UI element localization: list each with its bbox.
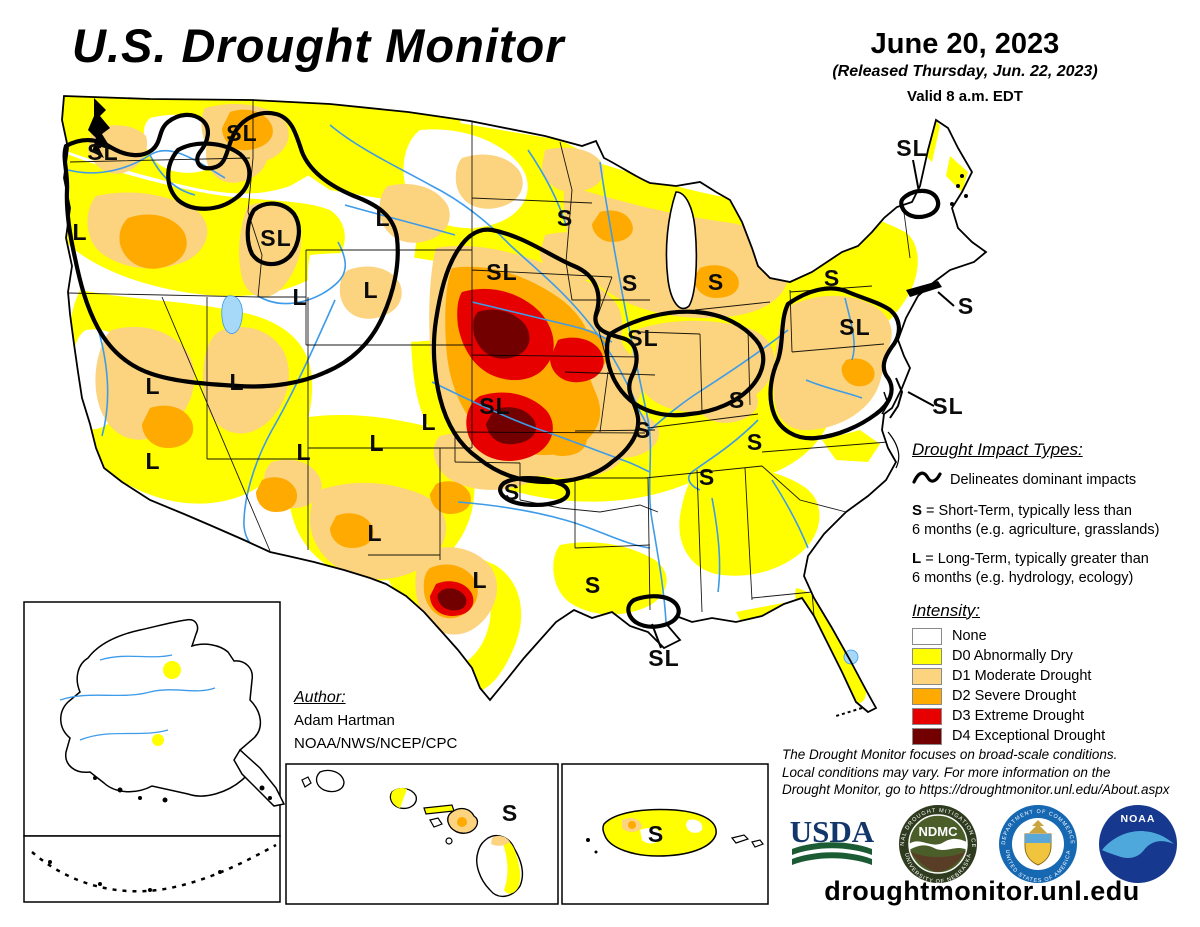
alaska-d0-spot	[152, 734, 164, 746]
ndmc-logo: NATIONAL DROUGHT MITIGATION CENTER UNIVE…	[899, 805, 977, 884]
impact-outlines	[62, 110, 941, 629]
impact-label: L	[369, 430, 384, 456]
impact-label: S	[622, 270, 638, 296]
hawaii-inset	[285, 763, 559, 905]
author-label: Author:	[294, 689, 346, 706]
impact-label: L	[229, 369, 244, 395]
impact-label: SL	[486, 259, 517, 285]
release-date: (Released Thursday, Jun. 22, 2023)	[832, 63, 1098, 80]
squiggle-icon	[912, 469, 942, 490]
impact-label: L	[472, 567, 487, 593]
impact-label: L	[145, 373, 160, 399]
date-block: June 20, 2023 (Released Thursday, Jun. 2…	[795, 28, 1135, 105]
svg-text:NDMC: NDMC	[919, 824, 959, 839]
swatch-d0	[912, 647, 942, 665]
legend-row-d4: D4 Exceptional Drought	[912, 727, 1194, 745]
impact-label: L	[292, 284, 307, 310]
disclaimer: The Drought Monitor focuses on broad-sca…	[782, 747, 1170, 798]
impact-label: SL	[479, 393, 510, 419]
impact-label: S	[824, 265, 840, 291]
page-title: U.S. Drought Monitor	[72, 19, 565, 72]
legend-row-none: None	[912, 627, 1194, 645]
short-term-definition: S = Short-Term, typically less than 6 mo…	[912, 502, 1160, 538]
logo-row: USDA NATIONAL DROUGHT MITIGATION CENTER …	[786, 804, 1178, 884]
impact-label: SL	[839, 314, 870, 340]
short-term-key: S	[912, 502, 923, 519]
alaska-d0-spot	[163, 661, 181, 679]
usda-logo: USDA	[790, 814, 875, 865]
impact-label: S	[635, 417, 651, 443]
author-block: Author: Adam Hartman NOAA/NWS/NCEP/CPC	[294, 686, 457, 755]
long-term-key: L	[912, 549, 922, 567]
impact-label: SL	[648, 645, 679, 671]
impact-label: L	[421, 409, 436, 435]
impact-label: S	[502, 800, 518, 826]
lake-michigan	[665, 191, 698, 310]
alaska-inset	[23, 601, 286, 837]
noaa-logo: NOAA	[1099, 805, 1177, 883]
impact-label: S	[648, 821, 664, 847]
eagle-icon	[1029, 820, 1047, 833]
impact-label: S	[504, 479, 520, 505]
long-term-definition: L = Long-Term, typically greater than 6 …	[912, 549, 1149, 586]
impact-label: S	[729, 387, 745, 413]
impact-label: SL	[226, 120, 257, 146]
swatch-d3	[912, 707, 942, 725]
impact-label: L	[375, 205, 390, 231]
impact-label: L	[363, 277, 378, 303]
impact-label: L	[296, 439, 311, 465]
impact-label: SL	[932, 393, 963, 419]
legend-panel: Drought Impact Types: Delineates dominan…	[912, 440, 1194, 748]
impact-label: L	[145, 448, 160, 474]
impact-label: SL	[896, 135, 927, 161]
impact-label: S	[585, 572, 601, 598]
legend-row-d2: D2 Severe Drought	[912, 687, 1194, 705]
swatch-d1	[912, 667, 942, 685]
swatch-none	[912, 627, 942, 645]
impact-types-title: Drought Impact Types:	[912, 440, 1083, 459]
swatch-d2	[912, 687, 942, 705]
swatch-d4	[912, 727, 942, 745]
impact-label: SL	[260, 225, 291, 251]
intensity-title: Intensity:	[912, 600, 981, 620]
great-salt-lake	[221, 295, 243, 334]
impact-label: SL	[627, 325, 658, 351]
delineates-row: Delineates dominant impacts	[912, 469, 1194, 490]
impact-label: L	[72, 219, 87, 245]
impact-label: L	[367, 520, 382, 546]
svg-text:NOAA: NOAA	[1121, 813, 1156, 825]
legend-row-d1: D1 Moderate Drought	[912, 667, 1194, 685]
delineates-text: Delineates dominant impacts	[950, 471, 1137, 488]
map-date: June 20, 2023	[870, 28, 1060, 60]
website-url: droughtmonitor.unl.edu	[824, 876, 1140, 906]
impact-label: S	[557, 205, 573, 231]
legend-row-d0: D0 Abnormally Dry	[912, 647, 1194, 665]
valid-time: Valid 8 a.m. EDT	[907, 88, 1023, 105]
author-org: NOAA/NWS/NCEP/CPC	[294, 734, 458, 752]
aleutians-inset	[23, 835, 281, 903]
lake-okeechobee	[843, 649, 859, 665]
department-of-commerce-seal: DEPARTMENT OF COMMERCE UNITED STATES OF …	[999, 805, 1077, 884]
author-name: Adam Hartman	[294, 712, 395, 729]
puerto-rico-inset	[561, 763, 769, 905]
impact-label: SL	[87, 139, 118, 165]
seagull-wave-icon	[1102, 831, 1174, 858]
impact-label: S	[747, 429, 763, 455]
impact-label: S	[708, 269, 724, 295]
impact-label: S	[958, 293, 974, 319]
impact-label: S	[699, 464, 715, 490]
legend-row-d3: D3 Extreme Drought	[912, 707, 1194, 725]
